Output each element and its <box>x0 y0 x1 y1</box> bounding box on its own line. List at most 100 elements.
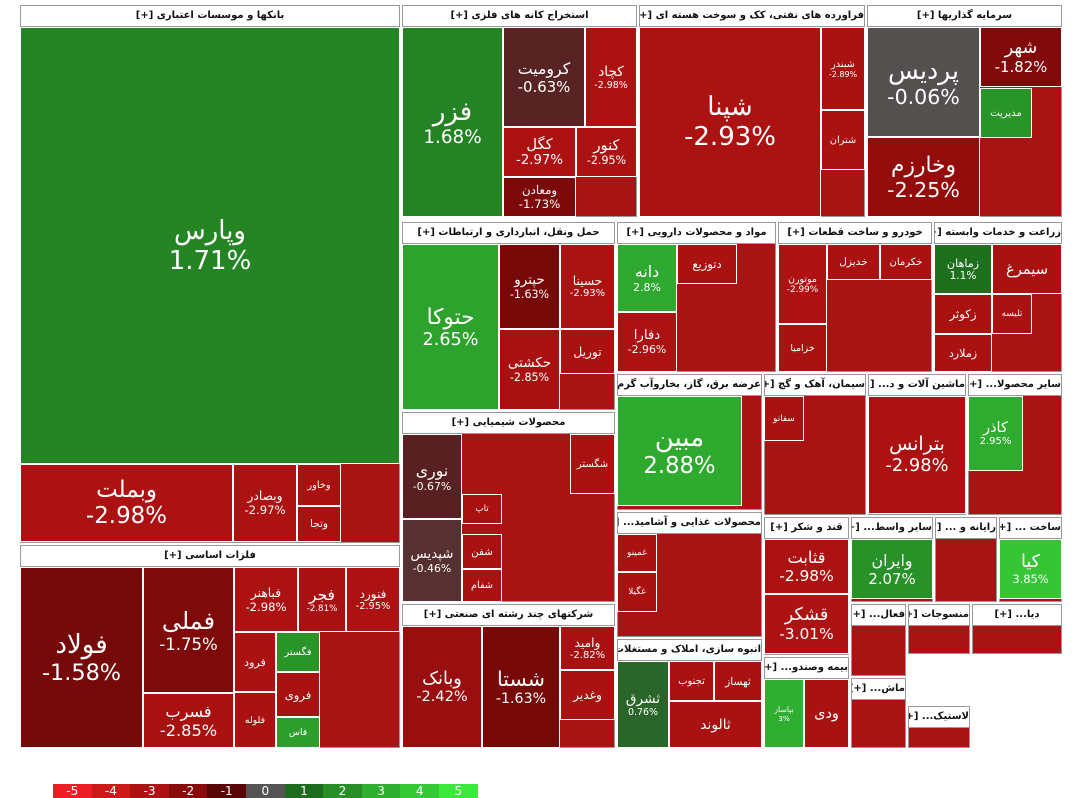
sector-title: شرکتهای چند رشته ای صنعتی [+] <box>403 605 614 626</box>
tile: شفام <box>462 569 502 602</box>
sector-title: خودرو و ساخت قطعات [+] <box>779 223 931 244</box>
tile-label: شهر <box>1004 38 1038 58</box>
tile-label: فباهنر <box>250 585 282 600</box>
legend-item: -3 <box>130 784 169 798</box>
tile-value: -2.95% <box>355 601 391 612</box>
tile-value: -2.81% <box>306 603 338 614</box>
tile-value: -0.06% <box>887 84 960 109</box>
sector-title: بانکها و موسسات اعتباری [+] <box>21 6 399 27</box>
tile: فباهنر -2.98% <box>234 567 298 632</box>
tile-value: 3% <box>778 713 790 723</box>
tile-label: غمینو <box>627 548 647 558</box>
tile: تجنوب <box>669 661 714 701</box>
tile: قشکر -3.01% <box>764 594 849 654</box>
tile-label: فولاد <box>55 629 108 660</box>
legend-item: 5 <box>439 784 478 798</box>
tile-label: وخاور <box>307 479 331 491</box>
tile-label: وبملت <box>96 477 157 503</box>
tile-label: فگستر <box>284 646 312 658</box>
tile-value: -0.63% <box>517 77 571 96</box>
sector: لاستیک... [+] <box>908 706 970 748</box>
tile-label: وبصادر <box>247 489 283 503</box>
tile-value: -2.98% <box>885 455 949 476</box>
tile-label: خدیزل <box>839 256 868 268</box>
tile-label: وغدیر <box>573 688 602 702</box>
tile: غگیلا <box>617 572 657 612</box>
tile-value: 2.8% <box>633 281 661 294</box>
tile: شپدیس -0.46% <box>402 519 462 602</box>
tile-value: -1.73% <box>518 197 561 211</box>
tile-label: فملی <box>161 606 216 635</box>
tile: قثابت -2.98% <box>764 539 849 594</box>
tile-label: ثشرق <box>625 691 661 707</box>
sector-title: انبوه سازی، املاک و مستغلات [+] <box>618 640 761 661</box>
sector-title: عرضه برق، گاز، بخاروآب گرم [+] <box>618 375 761 396</box>
tile-value: 0.76% <box>628 707 658 718</box>
tile-value: -2.98% <box>245 599 287 614</box>
sector-title: قند و شکر [+] <box>765 518 848 539</box>
tile-label: خزامیا <box>790 342 815 354</box>
tile-value: 1.71% <box>168 245 252 276</box>
tile: ودی <box>804 679 849 748</box>
tile: کنور -2.95% <box>576 127 637 177</box>
tile: وخاور <box>297 464 341 506</box>
tile: حتوکا 2.65% <box>402 244 499 410</box>
tile-value: -3.01% <box>779 625 834 643</box>
tile: وغدیر <box>560 670 615 720</box>
tile: سفانو <box>764 396 804 441</box>
sector-title: بیمه وصندو... [+] <box>765 658 848 679</box>
tile-label: فزر <box>432 96 473 127</box>
tile: فزر 1.68% <box>402 27 503 217</box>
tile-label: قثابت <box>787 548 826 567</box>
tile-label: حکشتی <box>507 355 552 371</box>
tile: فلوله <box>234 692 276 748</box>
tile-label: دانه <box>634 262 660 281</box>
tile-value: 2.88% <box>643 453 716 479</box>
tile-label: ثهساز <box>725 674 751 688</box>
tile-label: فسرب <box>165 701 212 721</box>
tile-label: وخارزم <box>891 152 956 178</box>
sector-title: محصولات شیمیایی [+] <box>403 413 614 434</box>
tile-label: وبانک <box>422 669 462 689</box>
tile: وبملت -2.98% <box>20 464 233 542</box>
legend-item: 1 <box>284 784 324 798</box>
sector-title: رایانه و ... [+] <box>936 518 996 539</box>
legend-item: 3 <box>361 784 401 798</box>
tile: خدیزل <box>827 244 880 280</box>
tile-value: -2.89% <box>828 69 858 79</box>
tile-label: مدیریت <box>990 107 1022 119</box>
tile: تاپ <box>462 494 502 524</box>
tile: پردیس -0.06% <box>867 27 980 137</box>
tile: فجر -2.81% <box>298 567 346 632</box>
tile: وپارس 1.71% <box>20 27 400 464</box>
tile-label: شپدیس <box>410 546 454 562</box>
sector: رایانه و ... [+] <box>935 517 997 602</box>
tile-label: غگیلا <box>628 587 646 597</box>
tile-label: سفانو <box>773 413 795 424</box>
tile-label: فروی <box>284 687 312 702</box>
tile: شبندر -2.89% <box>821 27 865 110</box>
tile-label: فنورد <box>359 587 387 601</box>
tile-label: شبندر <box>831 58 855 70</box>
legend-item: 0 <box>246 784 285 798</box>
tile-label: شگستر <box>576 458 609 470</box>
tile-value: -2.98% <box>594 79 628 91</box>
tile: توریل <box>560 329 615 374</box>
sector-title: ماشین آلات و د... [+] <box>869 375 965 396</box>
tile: فنورد -2.95% <box>346 567 400 632</box>
tile: موتورن -2.99% <box>778 244 827 324</box>
sector: منسوجات [+] <box>908 604 970 654</box>
tile-label: وپارس <box>173 215 246 246</box>
sector-title: سیمان، آهک و گچ [+] <box>765 375 865 396</box>
tile-label: کگل <box>526 136 553 153</box>
tile-value: -2.99% <box>786 284 819 295</box>
tile: وامید -2.82% <box>560 626 615 670</box>
tile: فرود <box>234 632 276 692</box>
tile-value: -1.63% <box>495 691 547 707</box>
tile-label: حسینا <box>572 274 603 288</box>
sector-title: منسوجات [+] <box>909 605 969 626</box>
legend-item: 2 <box>323 784 362 798</box>
tile: دفارا -2.96% <box>617 312 677 372</box>
tile: وایران 2.07% <box>851 539 933 599</box>
tile-value: 2.95% <box>979 436 1012 447</box>
